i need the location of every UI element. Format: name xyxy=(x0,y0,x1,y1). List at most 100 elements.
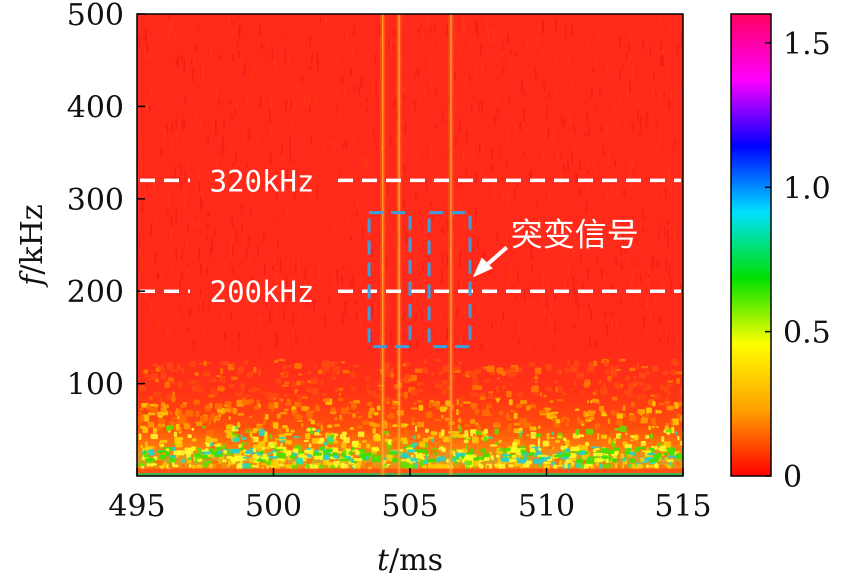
texture-streak xyxy=(670,144,673,152)
texture-streak xyxy=(452,128,454,138)
texture-streak xyxy=(454,137,457,147)
band-speckle xyxy=(403,423,409,427)
texture-streak xyxy=(676,50,678,56)
texture-streak xyxy=(642,209,644,219)
texture-streak xyxy=(542,274,544,287)
band-speckle xyxy=(434,463,443,469)
colorbar-fill xyxy=(731,14,771,476)
texture-streak xyxy=(621,260,623,271)
texture-streak xyxy=(435,123,438,129)
band-speckle xyxy=(249,457,257,463)
texture-streak xyxy=(592,158,594,164)
texture-streak xyxy=(526,126,528,131)
texture-streak xyxy=(138,34,141,46)
texture-streak xyxy=(585,199,588,213)
texture-streak xyxy=(578,159,581,170)
texture-streak xyxy=(494,115,497,126)
texture-streak xyxy=(553,112,556,119)
band-speckle xyxy=(331,376,337,380)
texture-streak xyxy=(285,319,288,325)
texture-streak xyxy=(237,38,239,46)
band-speckle xyxy=(571,462,575,466)
band-speckle xyxy=(253,405,260,410)
band-speckle xyxy=(523,422,532,427)
band-ridge-speckle xyxy=(529,451,535,456)
texture-streak xyxy=(533,128,535,134)
texture-streak xyxy=(363,159,366,169)
texture-streak xyxy=(537,22,540,31)
band-speckle xyxy=(645,434,650,439)
texture-streak xyxy=(481,60,484,73)
band-ridge-speckle xyxy=(249,447,254,450)
band-ridge-speckle xyxy=(537,454,547,457)
texture-streak xyxy=(168,306,171,311)
texture-streak xyxy=(166,124,168,134)
texture-streak xyxy=(600,126,603,133)
band-speckle xyxy=(350,402,357,410)
texture-streak xyxy=(269,309,271,323)
band-speckle xyxy=(465,436,471,440)
band-speckle xyxy=(611,409,616,416)
texture-streak xyxy=(454,71,456,82)
texture-streak xyxy=(431,213,434,221)
texture-streak xyxy=(224,332,226,341)
band-speckle xyxy=(670,419,673,426)
band-speckle xyxy=(333,423,341,428)
texture-streak xyxy=(514,123,517,134)
texture-streak xyxy=(368,226,370,239)
texture-streak xyxy=(403,93,406,101)
texture-streak xyxy=(523,89,526,97)
texture-streak xyxy=(270,97,272,111)
texture-streak xyxy=(333,219,335,234)
band-ridge-speckle xyxy=(594,447,600,451)
band-speckle xyxy=(417,434,420,439)
texture-streak xyxy=(502,66,505,75)
band-speckle xyxy=(467,370,475,376)
texture-streak xyxy=(181,247,183,261)
band-speckle xyxy=(318,464,325,470)
texture-streak xyxy=(177,309,180,324)
texture-streak xyxy=(508,96,511,102)
texture-streak xyxy=(619,69,621,80)
band-speckle xyxy=(636,394,641,401)
texture-streak xyxy=(223,119,225,128)
texture-streak xyxy=(543,308,546,318)
band-speckle xyxy=(678,401,683,406)
band-speckle xyxy=(392,424,398,428)
texture-streak xyxy=(327,162,329,170)
texture-streak xyxy=(344,302,347,315)
band-speckle xyxy=(599,405,605,412)
texture-streak xyxy=(344,87,346,99)
texture-streak xyxy=(599,317,601,326)
texture-streak xyxy=(277,335,279,346)
band-speckle xyxy=(310,419,315,425)
band-speckle xyxy=(441,380,449,385)
texture-streak xyxy=(267,42,269,47)
band-speckle xyxy=(670,369,677,375)
texture-streak xyxy=(284,48,287,63)
band-speckle xyxy=(316,422,323,427)
texture-streak xyxy=(346,29,348,43)
band-speckle xyxy=(330,433,335,439)
texture-streak xyxy=(388,37,390,49)
band-ridge-speckle xyxy=(256,459,267,462)
band-ridge-speckle xyxy=(628,458,637,463)
texture-streak xyxy=(186,297,189,305)
band-speckle xyxy=(665,395,669,402)
texture-streak xyxy=(183,118,186,129)
texture-streak xyxy=(259,316,262,329)
band-speckle xyxy=(308,443,312,448)
band-speckle xyxy=(176,364,181,370)
texture-streak xyxy=(541,47,543,58)
band-speckle xyxy=(575,428,580,436)
texture-streak xyxy=(478,101,480,112)
band-speckle xyxy=(145,441,148,448)
texture-streak xyxy=(680,32,683,47)
texture-streak xyxy=(324,315,326,328)
band-speckle xyxy=(306,410,313,418)
texture-streak xyxy=(392,131,395,137)
texture-streak xyxy=(299,311,301,321)
texture-streak xyxy=(360,157,362,162)
band-speckle xyxy=(456,398,459,406)
band-ridge-speckle xyxy=(298,453,305,458)
